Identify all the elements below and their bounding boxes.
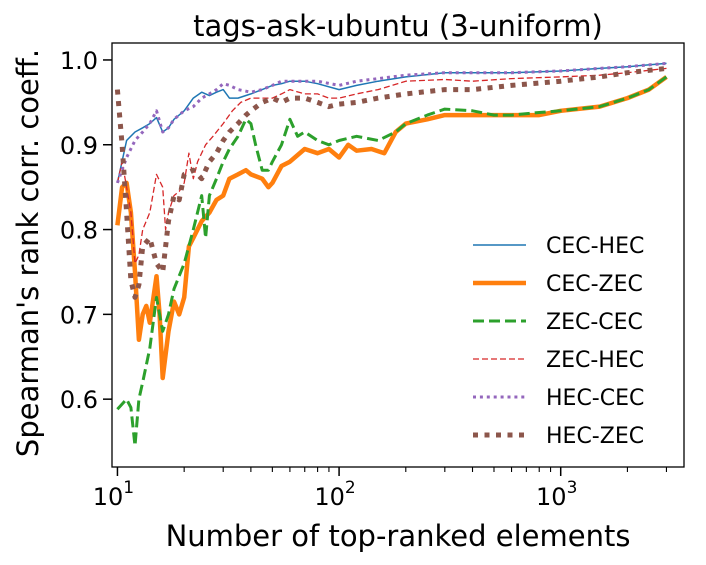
series-line-zec-cec [116,75,668,448]
legend-label: HEC-CEC [546,386,644,411]
plot-frame [111,42,685,468]
axis-ticks: 101 102 103 0.6 0.7 0.8 0.9 1.0 [60,47,668,511]
y-tick-label: 0.7 [60,301,98,329]
x-tick-label: 103 [536,478,577,511]
x-tick-label: 102 [314,478,355,511]
y-tick-label: 0.8 [60,217,98,245]
x-axis-label: Number of top-ranked elements [166,519,631,553]
legend-label: CEC-HEC [546,234,644,259]
series-line-cec-zec [115,75,668,381]
legend-label: ZEC-CEC [546,310,643,335]
series-line-zec-hec [116,67,667,265]
legend-label: ZEC-HEC [546,348,644,373]
legend-label: CEC-ZEC [546,272,643,297]
y-axis-label: Spearman's rank corr. coeff. [11,49,45,457]
series-line-hec-zec [114,65,667,300]
series-line-hec-cec [115,61,667,184]
y-tick-label: 1.0 [60,47,98,75]
legend: CEC-HEC CEC-ZEC ZEC-CEC ZEC-HEC HEC-CEC HEC-Z… [473,234,644,449]
y-tick-label: 0.6 [60,386,98,414]
x-tick-label: 101 [93,478,134,511]
series-lines [114,61,668,448]
y-tick-label: 0.9 [60,132,98,160]
series-line-cec-hec [116,62,667,184]
legend-label: HEC-ZEC [546,424,644,449]
chart-title: tags-ask-ubuntu (3-uniform) [193,9,603,43]
